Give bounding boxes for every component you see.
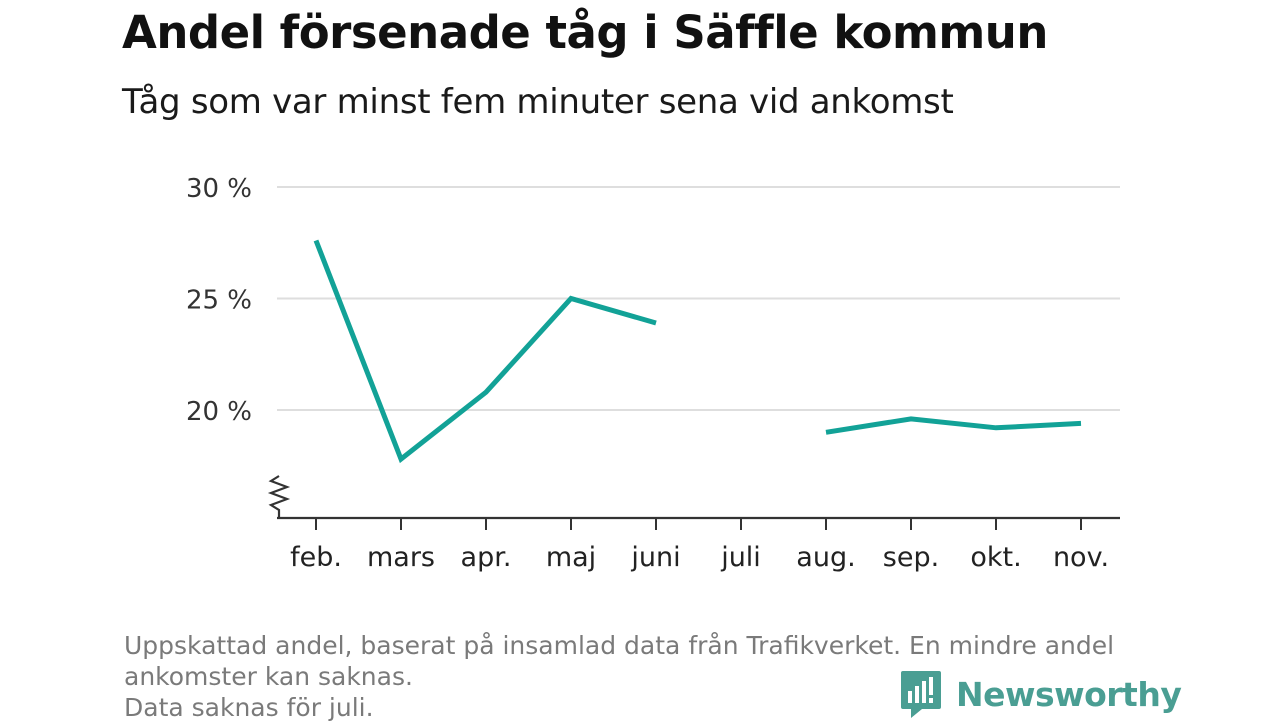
y-tick-label: 30 % <box>186 174 252 204</box>
chart-footnote: Uppskattad andel, baserat på insamlad da… <box>124 630 1164 723</box>
y-axis-break-icon <box>267 475 291 518</box>
chart-subtitle: Tåg som var minst fem minuter sena vid a… <box>122 82 954 122</box>
y-tick-label: 25 % <box>186 286 252 316</box>
x-tick-label: juli <box>720 542 761 573</box>
newsworthy-logo: Newsworthy <box>900 670 1182 718</box>
y-axis-ticks: 20 % 25 % 30 % <box>186 174 252 427</box>
x-tick-label: apr. <box>461 542 512 573</box>
x-tick-label: nov. <box>1053 542 1109 573</box>
line-chart: 20 % 25 % 30 % feb. mars apr. maj juni juli aug.… <box>186 174 1120 573</box>
x-tick-label: maj <box>546 542 596 573</box>
newsworthy-logo-icon <box>901 671 941 718</box>
x-tick-label: juni <box>630 542 680 573</box>
x-tick-label: okt. <box>970 542 1021 573</box>
x-tick-label: mars <box>367 542 435 573</box>
footnote-line-2: ankomster kan saknas. <box>124 662 413 691</box>
chart-title: Andel försenade tåg i Säffle kommun <box>122 6 1048 59</box>
x-tick-label: sep. <box>883 542 939 573</box>
x-axis-ticks: feb. mars apr. maj juni juli aug. sep. okt. nov. <box>290 518 1109 573</box>
series-line <box>313 239 1082 464</box>
footnote-line-1: Uppskattad andel, baserat på insamlad da… <box>124 631 1115 660</box>
footnote-line-3: Data saknas för juli. <box>124 693 374 722</box>
gridlines <box>277 186 1120 411</box>
brand-name: Newsworthy <box>956 674 1182 714</box>
y-tick-label: 20 % <box>186 397 252 427</box>
x-tick-label: feb. <box>290 542 342 573</box>
series-lines <box>313 239 1082 464</box>
x-tick-label: aug. <box>796 542 855 573</box>
